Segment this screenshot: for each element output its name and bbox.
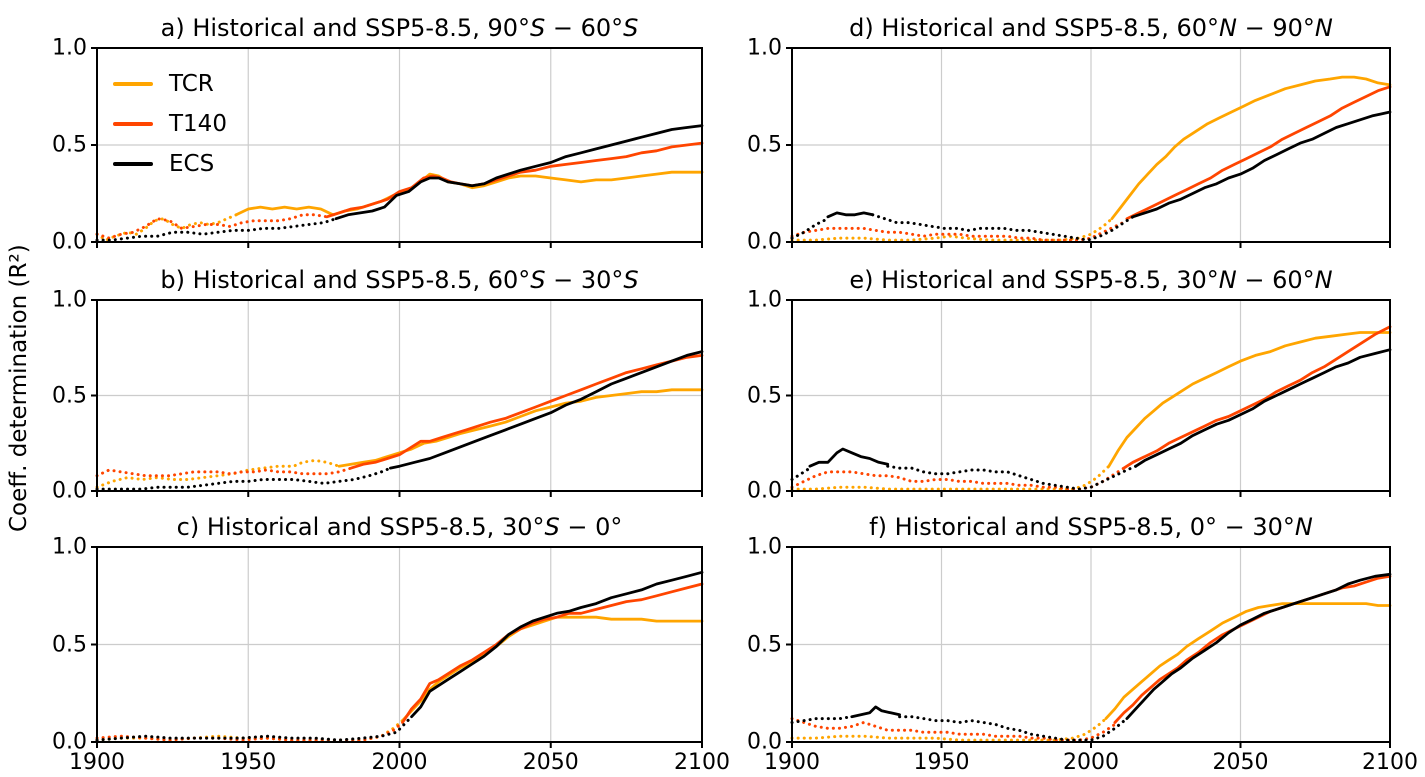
series-TCR-solid-line xyxy=(234,170,704,217)
y-tick-label: 0.5 xyxy=(747,632,782,657)
y-tick-label: 0.0 xyxy=(747,729,782,755)
series-T140-dotted-line xyxy=(95,213,329,240)
y-tick-label: 0.5 xyxy=(52,383,87,408)
x-tick-label: 1900 xyxy=(764,750,820,775)
y-tick-label: 0.0 xyxy=(747,478,782,504)
legend-item-ECS: ECS xyxy=(113,144,227,184)
legend-label: T140 xyxy=(169,110,227,137)
subplot-c-title: c) Historical and SSP5-8.5, 30°S − 0° xyxy=(176,513,623,541)
series-TCR-solid-line xyxy=(1107,331,1392,468)
series-ECS-solid-line xyxy=(1131,110,1392,219)
series-ECS-solid-line xyxy=(1134,348,1392,468)
series-T140-dotted-line xyxy=(790,219,1129,242)
series-ECS-dotted-line xyxy=(898,715,1129,742)
series-ECS-solid-line xyxy=(826,211,875,219)
subplot-d-title: d) Historical and SSP5-8.5, 60°N − 90°N xyxy=(849,14,1333,42)
series-TCR-dotted-line xyxy=(95,213,238,242)
subplot-e xyxy=(786,299,1392,497)
y-axis-label: Coeff. determination (R²) xyxy=(6,244,32,533)
subplot-d xyxy=(786,47,1392,248)
series-TCR-dotted-line xyxy=(790,464,1111,491)
y-tick-label: 0.0 xyxy=(52,729,87,755)
y-tick-label: 0.0 xyxy=(52,229,87,255)
y-tick-label: 0.0 xyxy=(52,478,87,504)
series-T140-dotted-line xyxy=(95,721,404,742)
legend: TCR T140 ECS xyxy=(113,64,227,184)
legend-label: ECS xyxy=(169,150,215,177)
series-T140-solid-line xyxy=(1122,325,1392,470)
subplot-b xyxy=(91,299,704,497)
subplot-a xyxy=(91,47,704,248)
series-T140-solid-line xyxy=(349,354,704,470)
y-tick-label: 1.0 xyxy=(52,35,87,61)
x-tick-label: 2050 xyxy=(522,750,579,775)
y-tick-label: 0.5 xyxy=(747,383,782,408)
series-TCR-solid-line xyxy=(1110,75,1392,221)
series-ECS-dotted-line xyxy=(95,715,414,742)
x-tick-label: 2050 xyxy=(1212,750,1269,775)
series-T140-solid-line xyxy=(1113,574,1392,724)
y-tick-label: 1.0 xyxy=(52,534,87,560)
series-ECS-solid-line xyxy=(808,447,890,468)
series-ECS-solid-line xyxy=(410,570,704,719)
series-T140-solid-line xyxy=(401,582,704,724)
subplot-f xyxy=(786,546,1392,748)
series-ECS-solid-line xyxy=(334,124,704,221)
y-tick-label: 1.0 xyxy=(747,534,782,560)
series-TCR-solid-line xyxy=(1104,602,1392,720)
legend-swatch-T140 xyxy=(113,122,153,126)
series-ECS-dotted-line xyxy=(95,217,338,242)
series-TCR-dotted-line xyxy=(790,217,1114,242)
y-tick-label: 0.5 xyxy=(52,132,87,158)
series-ECS-dotted-line xyxy=(95,466,392,491)
subplot-f-title: f) Historical and SSP5-8.5, 0° − 30°N xyxy=(869,513,1313,541)
y-tick-label: 0.5 xyxy=(747,132,782,158)
subplot-e-title: e) Historical and SSP5-8.5, 30°N − 60°N xyxy=(849,266,1333,294)
series-T140-dotted-line xyxy=(95,466,353,478)
series-ECS-dotted-line xyxy=(790,217,830,240)
series-ECS-dotted-line xyxy=(790,715,854,724)
series-ECS-dotted-line xyxy=(790,466,812,481)
x-tick-label: 1900 xyxy=(69,750,125,775)
series-T140-dotted-line xyxy=(790,466,1126,491)
series-T140-solid-line xyxy=(1125,85,1392,221)
x-tick-label: 1950 xyxy=(220,750,277,775)
series-ECS-dotted-line xyxy=(886,464,1138,491)
series-ECS-dotted-line xyxy=(871,213,1135,242)
series-ECS-solid-line xyxy=(1125,572,1392,720)
series-TCR-solid-line xyxy=(337,388,704,468)
subplot-a-title: a) Historical and SSP5-8.5, 90°S − 60°S xyxy=(160,14,639,42)
series-ECS-solid-line xyxy=(389,350,704,470)
x-tick-label: 2100 xyxy=(1362,750,1418,775)
series-TCR-dotted-line xyxy=(790,717,1108,742)
subplot-b-title: b) Historical and SSP5-8.5, 60°S − 30°S xyxy=(160,266,639,294)
x-tick-label: 2000 xyxy=(371,750,428,775)
series-T140-solid-line xyxy=(325,141,704,219)
y-tick-label: 0.0 xyxy=(747,229,782,255)
legend-label: TCR xyxy=(169,70,214,97)
legend-item-TCR: TCR xyxy=(113,64,227,104)
legend-swatch-ECS xyxy=(113,162,153,166)
y-tick-label: 1.0 xyxy=(747,287,782,313)
subplot-c xyxy=(91,546,704,748)
y-tick-label: 0.5 xyxy=(52,632,87,657)
x-tick-label: 1950 xyxy=(913,750,970,775)
legend-item-T140: T140 xyxy=(113,104,227,144)
y-tick-label: 1.0 xyxy=(52,287,87,313)
y-tick-label: 1.0 xyxy=(747,35,782,61)
x-tick-label: 2100 xyxy=(674,750,730,775)
series-TCR-solid-line xyxy=(401,615,704,722)
legend-swatch-TCR xyxy=(113,82,153,86)
x-tick-label: 2000 xyxy=(1063,750,1119,775)
series-ECS-solid-line xyxy=(850,705,901,719)
